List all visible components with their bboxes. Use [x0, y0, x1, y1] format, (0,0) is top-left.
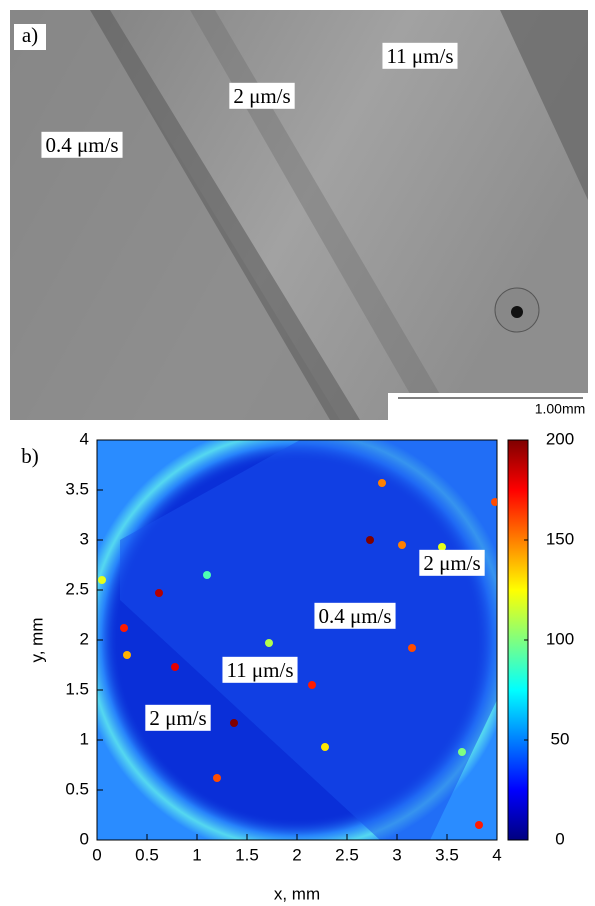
hot-spot — [98, 576, 106, 584]
x-tick-label: 4 — [492, 845, 501, 864]
hot-spot — [438, 543, 446, 551]
hot-spot — [123, 651, 131, 659]
page: {"panel_a":{"label":"a)","annotations":[… — [0, 0, 595, 906]
hot-spot — [265, 639, 273, 647]
hot-spot — [171, 663, 179, 671]
hot-spot — [366, 536, 374, 544]
annotation: 11 μm/s — [226, 658, 293, 682]
x-tick-label: 2.5 — [335, 845, 359, 864]
figure: 1.00mm a) b) x, mm y, mm 11 μm/s 2 μm/s 0.… — [0, 0, 595, 906]
x-tick-label: 0 — [92, 845, 101, 864]
x-axis-label: x, mm — [274, 884, 320, 903]
heatmap — [97, 440, 497, 840]
x-tick-label: 2 — [292, 845, 301, 864]
hot-spot — [308, 681, 316, 689]
annotation: 2 μm/s — [423, 551, 480, 575]
hot-spot — [408, 644, 416, 652]
annotation: 0.4 μm/s — [318, 604, 391, 628]
x-tick-label: 0.5 — [135, 845, 159, 864]
y-tick-label: 4 — [80, 429, 89, 448]
y-tick-label: 0 — [80, 829, 89, 848]
y-tick-label: 3.5 — [65, 479, 89, 498]
hot-spot — [398, 541, 406, 549]
panel-label: a) — [22, 23, 38, 47]
colorbar-tick-label: 100 — [546, 629, 574, 648]
hot-spot — [155, 589, 163, 597]
y-tick-label: 3 — [80, 529, 89, 548]
x-tick-label: 1 — [192, 845, 201, 864]
y-tick-label: 0.5 — [65, 779, 89, 798]
hot-spot — [203, 571, 211, 579]
x-tick-label: 3.5 — [435, 845, 459, 864]
y-tick-label: 2.5 — [65, 579, 89, 598]
hot-spot — [491, 498, 499, 506]
colorbar-tick-label: 50 — [551, 729, 570, 748]
annotation: 0.4 μm/s — [45, 133, 118, 157]
hot-spot — [475, 821, 483, 829]
colorbar-tick-label: 0 — [555, 829, 564, 848]
annotation: 2 μm/s — [149, 706, 206, 730]
y-tick-label: 2 — [80, 629, 89, 648]
colorbar-tick-label: 200 — [546, 429, 574, 448]
annotation: 11 μm/s — [386, 44, 453, 68]
panel-label: b) — [21, 444, 39, 468]
scale-label: 1.00mm — [535, 401, 586, 417]
x-tick-label: 3 — [392, 845, 401, 864]
hot-spot — [378, 479, 386, 487]
y-tick-label: 1.5 — [65, 679, 89, 698]
colorbar-tick-label: 150 — [546, 529, 574, 548]
hot-spot — [120, 624, 128, 632]
y-axis-label: y, mm — [27, 617, 46, 662]
annotation: 2 μm/s — [233, 84, 290, 108]
hot-spot — [230, 719, 238, 727]
y-tick-label: 1 — [80, 729, 89, 748]
x-tick-label: 1.5 — [235, 845, 259, 864]
micrograph — [10, 10, 588, 420]
hot-spot — [213, 774, 221, 782]
hot-spot — [458, 748, 466, 756]
hot-spot — [321, 743, 329, 751]
